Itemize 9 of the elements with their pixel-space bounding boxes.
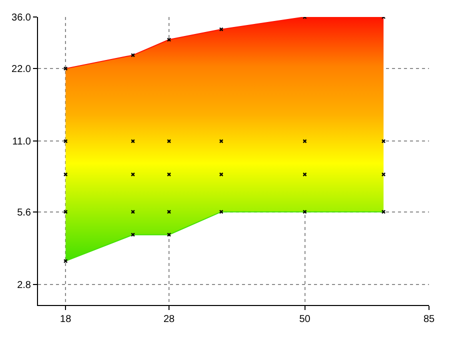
y-tick-label: 36.0 bbox=[12, 12, 32, 24]
y-tick-label: 22.0 bbox=[12, 64, 32, 76]
x-tick-label: 50 bbox=[299, 314, 311, 325]
y-tick-label: 5.6 bbox=[17, 207, 32, 218]
x-tick-label: 28 bbox=[163, 314, 176, 325]
x-tick-label: 85 bbox=[423, 314, 435, 325]
x-tick-label: 18 bbox=[60, 314, 72, 325]
y-tick-label: 11.0 bbox=[12, 136, 32, 148]
y-tick-label: 2.8 bbox=[17, 280, 32, 291]
